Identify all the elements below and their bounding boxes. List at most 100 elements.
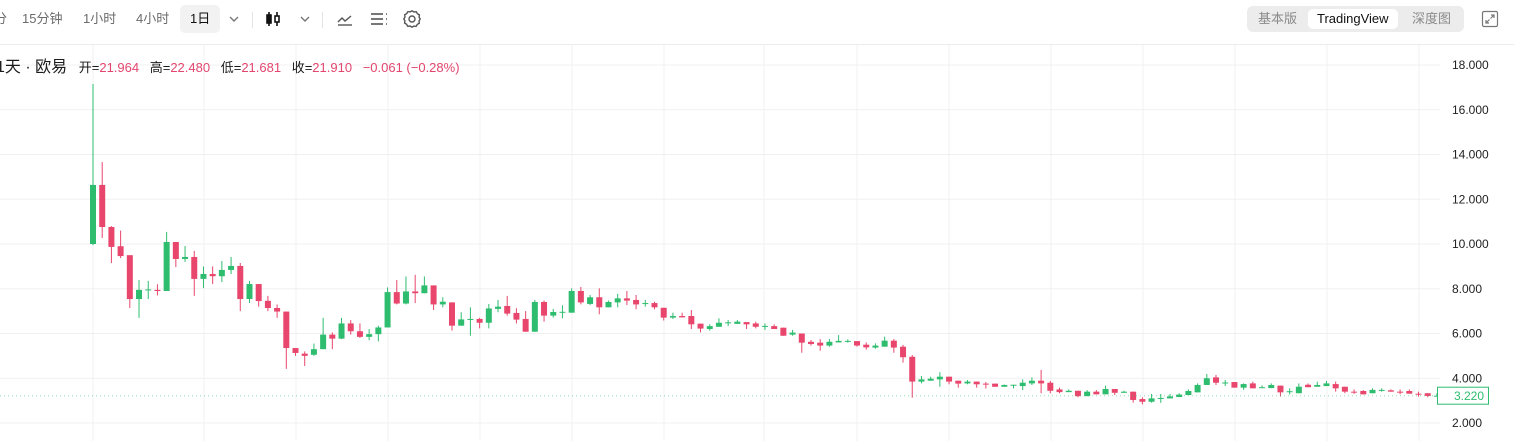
candle-up [844, 340, 851, 342]
candle-down [992, 383, 999, 387]
candle-down [863, 344, 870, 348]
candle-up [587, 297, 594, 304]
candle-down [909, 356, 916, 382]
candle-up [881, 340, 888, 347]
interval-minute[interactable]: 分 [0, 11, 8, 26]
candle-up [1268, 384, 1275, 389]
candle-up [1222, 382, 1229, 384]
candle-up [439, 301, 446, 305]
candle-up [1369, 389, 1376, 394]
candle-down [1277, 385, 1284, 393]
candlestick-icon[interactable] [264, 9, 284, 29]
view-basic[interactable]: 基本版 [1258, 11, 1298, 26]
candle-down [798, 333, 805, 343]
candle-down [1415, 393, 1422, 395]
candle-up [531, 301, 538, 332]
high-value: 22.480 [170, 60, 211, 75]
y-tick-label: 18.000 [1452, 58, 1489, 72]
candle-up [218, 269, 225, 277]
candle-down [955, 380, 962, 384]
divider [252, 12, 253, 28]
view-depth[interactable]: 深度图 [1412, 11, 1452, 26]
candle-up [1157, 397, 1164, 399]
view-tradingview[interactable]: TradingView [1308, 9, 1398, 29]
candle-down [890, 340, 897, 348]
candle-up [964, 381, 971, 384]
candle-up [734, 321, 741, 324]
candle-up [1286, 391, 1293, 393]
close-label: 收= [291, 60, 313, 75]
candle-up [1065, 390, 1072, 393]
candle-down [237, 265, 244, 300]
candle-down [412, 291, 419, 294]
candle-up [338, 323, 345, 339]
candle-down [1111, 388, 1118, 393]
candle-up [182, 256, 189, 259]
candle-up [1259, 387, 1266, 389]
candle-down [154, 289, 161, 291]
candle-up [614, 298, 621, 303]
candle-up [1323, 383, 1330, 387]
list-icon[interactable] [369, 9, 389, 29]
candle-up [706, 326, 713, 330]
candle-down [752, 323, 759, 327]
candle-up [1194, 384, 1201, 393]
candle-down [347, 323, 354, 332]
candle-up [421, 285, 428, 294]
interval-1h[interactable]: 1小时 [83, 11, 117, 26]
candle-down [356, 331, 363, 337]
candle-up [320, 334, 327, 350]
candle-up [605, 301, 612, 308]
chevron-down-icon[interactable] [295, 9, 315, 29]
candle-up [1019, 382, 1026, 387]
open-value: 21.964 [99, 60, 140, 75]
candle-up [826, 341, 833, 346]
interval-15m[interactable]: 15分钟 [22, 11, 63, 26]
y-tick-label: 6.000 [1452, 327, 1482, 341]
candle-down [817, 342, 824, 346]
candle-up [715, 322, 722, 327]
candle-down [264, 300, 271, 308]
interval-4h[interactable]: 4小时 [136, 11, 170, 26]
candle-down [513, 312, 520, 320]
candle-down [393, 292, 400, 304]
indicator-icon[interactable] [335, 9, 355, 29]
last-price-label: 3.220 [1454, 389, 1484, 403]
candle-down [1093, 391, 1100, 395]
chevron-down-icon[interactable] [224, 9, 244, 29]
candle-up [927, 378, 934, 381]
last-price-box [1437, 386, 1489, 405]
candle-down [807, 341, 814, 345]
candle-down [283, 311, 290, 349]
candle-up [835, 340, 842, 343]
y-tick-label: 12.000 [1452, 192, 1489, 206]
low-value: 21.681 [241, 60, 282, 75]
candle-down [1130, 391, 1137, 400]
open-label: 开= [78, 60, 100, 75]
y-tick-label: 8.000 [1452, 282, 1482, 296]
candle-up [1185, 391, 1192, 396]
candle-up [559, 311, 566, 313]
candle-down [1387, 390, 1394, 392]
candle-up [1203, 378, 1210, 385]
candle-down [1047, 382, 1054, 391]
candle-down [255, 284, 262, 302]
candle-up [163, 241, 170, 291]
candle-down [780, 327, 787, 336]
candle-down [126, 255, 133, 300]
gear-icon[interactable] [402, 9, 422, 29]
candle-up [366, 334, 373, 337]
candle-up [1102, 388, 1109, 395]
candle-up [310, 349, 317, 355]
candle-up [642, 303, 649, 305]
price-chart[interactable]: 18.000 16.000 14.000 12.000 10.000 8.000 6.000… [0, 45, 1514, 441]
candle-up [1148, 398, 1155, 402]
candle-down [99, 184, 106, 227]
fullscreen-icon[interactable] [1480, 9, 1500, 29]
candle-down [108, 226, 115, 247]
interval-1d[interactable]: 1日 [180, 5, 221, 33]
candle-down [448, 302, 455, 326]
low-label: 低= [220, 60, 242, 75]
high-label: 高= [149, 60, 171, 75]
candle-up [485, 308, 492, 323]
